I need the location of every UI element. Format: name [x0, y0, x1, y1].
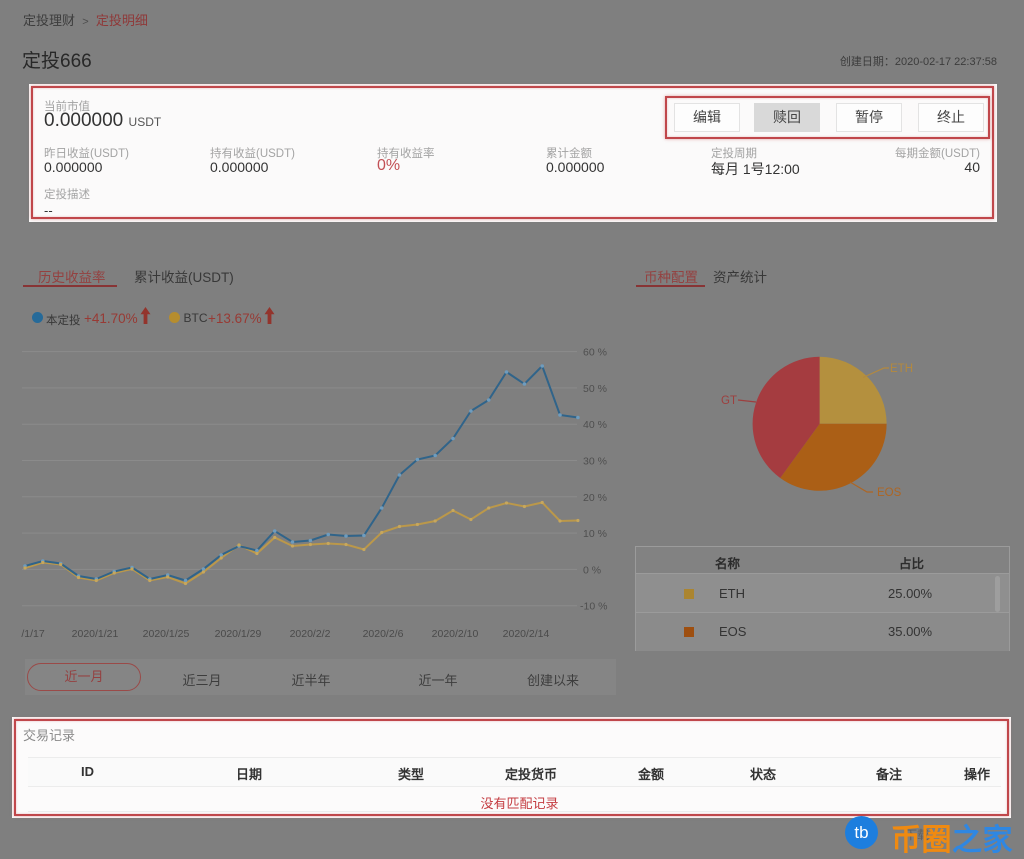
svg-text:GT: GT [721, 395, 737, 407]
svg-text:30 %: 30 % [583, 456, 607, 468]
svg-text:60 %: 60 % [583, 347, 607, 359]
svg-text:2020/2/10: 2020/2/10 [432, 628, 479, 640]
svg-text:0 %: 0 % [583, 564, 601, 576]
svg-text:2020/2/6: 2020/2/6 [363, 628, 404, 640]
svg-text:2020/1/25: 2020/1/25 [143, 628, 190, 640]
svg-text:50 %: 50 % [583, 383, 607, 395]
svg-text:-10 %: -10 % [580, 601, 607, 613]
svg-text:2020/1/21: 2020/1/21 [72, 628, 119, 640]
svg-text:10 %: 10 % [583, 528, 607, 540]
svg-text:2020/2/14: 2020/2/14 [503, 628, 550, 640]
svg-text:ETH: ETH [890, 363, 913, 375]
svg-text:EOS: EOS [877, 487, 902, 499]
svg-text:/1/17: /1/17 [21, 628, 45, 640]
svg-text:2020/1/29: 2020/1/29 [215, 628, 262, 640]
svg-text:2020/2/2: 2020/2/2 [290, 628, 331, 640]
svg-text:40 %: 40 % [583, 419, 607, 431]
svg-text:20 %: 20 % [583, 492, 607, 504]
